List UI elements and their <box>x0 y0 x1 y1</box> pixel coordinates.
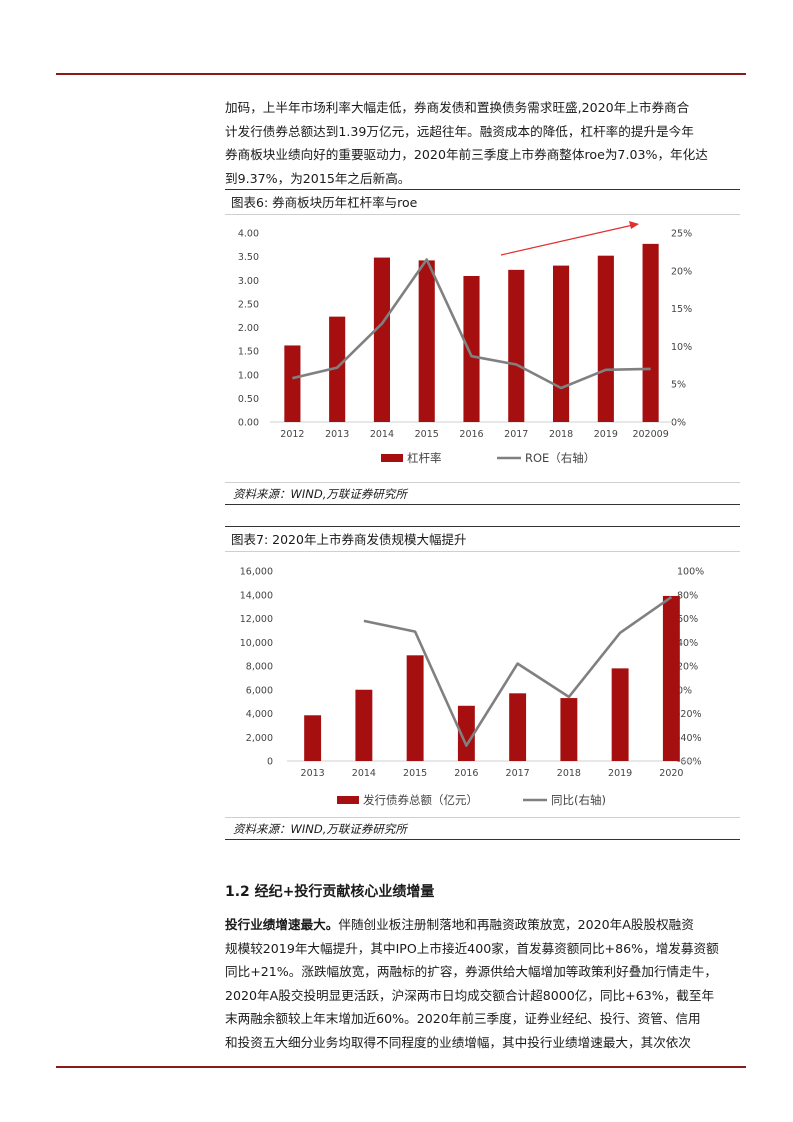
bar <box>508 269 525 422</box>
x-tick-label: 2012 <box>280 429 304 440</box>
legend-bar-swatch <box>381 454 403 462</box>
figure6-chart: 0.00 0.50 1.00 1.50 2.00 2.50 3.00 3.50 4.00 0% 5%… <box>238 221 692 465</box>
body-line: 末两融余额较上年末增加近60%。2020年前三季度，证券业经纪、投行、资管、信用 <box>225 1011 701 1027</box>
bar <box>463 275 480 422</box>
y-tick-label: 2.50 <box>238 299 259 310</box>
body-line: 同比+21%。涨跌幅放宽，两融标的扩容，券源供给大幅增加等政策利好叠加行情走牛， <box>225 964 717 980</box>
figure7-source: 资料来源：WIND,万联证券研究所 <box>225 817 740 840</box>
bar <box>418 260 435 422</box>
y2-tick-label: 40% <box>677 638 698 649</box>
y-tick-label: 0 <box>267 757 273 768</box>
intro-line: 计发行债券总额达到1.39万亿元，远超往年。融资成本的降低，杠杆率的提升是今年 <box>225 123 694 139</box>
y-tick-label: 1.00 <box>238 370 259 381</box>
y-tick-label: 4,000 <box>246 709 273 720</box>
bar <box>329 316 346 422</box>
figure7-caption: 图表7: 2020年上市券商发债规模大幅提升 <box>225 526 740 552</box>
y-tick-label: 14,000 <box>240 590 273 601</box>
x-tick-label: 2016 <box>459 429 483 440</box>
bar <box>355 689 373 761</box>
intro-line: 加码，上半年市场利率大幅走低，券商发债和置换债务需求旺盛,2020年上市券商合 <box>225 100 690 115</box>
y2-tick-label: 5% <box>671 380 686 391</box>
y2-tick-label: 100% <box>677 567 704 578</box>
y-tick-label: 2,000 <box>246 733 273 744</box>
legend-line-label: ROE（右轴） <box>525 451 595 465</box>
bar <box>284 345 301 422</box>
y-tick-label: 3.50 <box>238 252 259 263</box>
body-line-text: 伴随创业板注册制落地和再融资政策放宽，2020年A股股权融资 <box>338 917 694 932</box>
x-tick-label: 2016 <box>454 768 478 779</box>
y2-tick-label: -40% <box>677 733 702 744</box>
bar <box>406 655 424 761</box>
y-tick-label: 16,000 <box>240 567 273 578</box>
y-tick-label: 12,000 <box>240 614 273 625</box>
bar <box>457 705 475 761</box>
body-line: 投行业绩增速最大。伴随创业板注册制落地和再融资政策放宽，2020年A股股权融资 <box>225 913 740 937</box>
y2-tick-label: 20% <box>677 662 698 673</box>
x-tick-label: 2015 <box>403 768 427 779</box>
x-tick-label: 2018 <box>557 768 581 779</box>
footer-rule <box>56 1066 746 1068</box>
y2-tick-label: 0% <box>677 685 692 696</box>
legend-line-label: 同比(右轴) <box>551 793 606 807</box>
y-tick-label: 10,000 <box>240 638 273 649</box>
bar <box>611 668 629 761</box>
x-tick-label: 2017 <box>504 429 528 440</box>
x-tick-label: 2020 <box>659 768 683 779</box>
y2-tick-label: 10% <box>671 342 692 353</box>
body-line: 规模较2019年大幅提升，其中IPO上市接近400家，首发募资额同比+86%，增… <box>225 940 719 956</box>
y-tick-label: 0.00 <box>238 418 259 429</box>
y2-tick-label: 60% <box>677 614 698 625</box>
y2-tick-label: 0% <box>671 418 686 429</box>
header-rule <box>56 73 746 75</box>
body-line: 2020年A股交投明显更活跃，沪深两市日均成交额合计超8000亿，同比+63%，… <box>225 987 715 1003</box>
y-tick-label: 4.00 <box>238 229 259 240</box>
y-tick-label: 1.50 <box>238 347 259 358</box>
x-tick-label: 2014 <box>352 768 376 779</box>
bar <box>662 595 680 761</box>
x-tick-label: 2019 <box>594 429 618 440</box>
body-lead: 投行业绩增速最大。 <box>225 917 339 932</box>
x-tick-label: 2015 <box>415 429 439 440</box>
body-line: 和投资五大细分业务均取得不同程度的业绩增幅，其中投行业绩增速最大，其次依次 <box>225 1034 691 1050</box>
y-tick-label: 6,000 <box>246 685 273 696</box>
bar <box>304 715 322 761</box>
y2-tick-label: -20% <box>677 709 702 720</box>
intro-paragraph: 加码，上半年市场利率大幅走低，券商发债和置换债务需求旺盛,2020年上市券商合 … <box>225 96 740 190</box>
bar <box>560 698 578 761</box>
body-paragraph: 投行业绩增速最大。伴随创业板注册制落地和再融资政策放宽，2020年A股股权融资 … <box>225 913 740 1055</box>
x-tick-label: 202009 <box>632 429 668 440</box>
x-tick-label: 2019 <box>608 768 632 779</box>
x-tick-label: 2013 <box>301 768 325 779</box>
bar <box>597 255 614 422</box>
y2-tick-label: 25% <box>671 229 692 240</box>
y-tick-label: 3.00 <box>238 276 259 287</box>
bar <box>373 257 391 422</box>
y2-tick-label: 20% <box>671 266 692 277</box>
y-tick-label: 2.00 <box>238 323 259 334</box>
figure6-caption: 图表6: 券商板块历年杠杆率与roe <box>225 189 740 215</box>
intro-line: 券商板块业绩向好的重要驱动力，2020年前三季度上市券商整体roe为7.03%，… <box>225 147 708 163</box>
bar <box>509 693 527 761</box>
y2-tick-label: 80% <box>677 590 698 601</box>
section-title: 1.2 经纪+投行贡献核心业绩增量 <box>225 884 435 900</box>
trend-arrow-head <box>629 221 639 229</box>
y-tick-label: 8,000 <box>246 662 273 673</box>
legend-bar-label: 发行债券总额（亿元） <box>363 793 478 807</box>
intro-line: 到9.37%，为2015年之后新高。 <box>225 170 411 186</box>
x-tick-label: 2013 <box>325 429 349 440</box>
figure6-source: 资料来源：WIND,万联证券研究所 <box>225 482 740 505</box>
figure7-chart: 0 2,000 4,000 6,000 8,000 10,000 12,000 14,000 1… <box>240 567 704 808</box>
legend-bar-swatch <box>337 796 359 804</box>
bar <box>552 265 570 422</box>
legend-bar-label: 杠杆率 <box>407 451 442 465</box>
trend-arrow-line <box>500 224 634 256</box>
y2-tick-label: -60% <box>677 757 702 768</box>
bar <box>642 243 659 422</box>
x-tick-label: 2017 <box>506 768 530 779</box>
y2-tick-label: 15% <box>671 304 692 315</box>
y-tick-label: 0.50 <box>238 394 259 405</box>
x-tick-label: 2014 <box>370 429 394 440</box>
x-tick-label: 2018 <box>549 429 573 440</box>
